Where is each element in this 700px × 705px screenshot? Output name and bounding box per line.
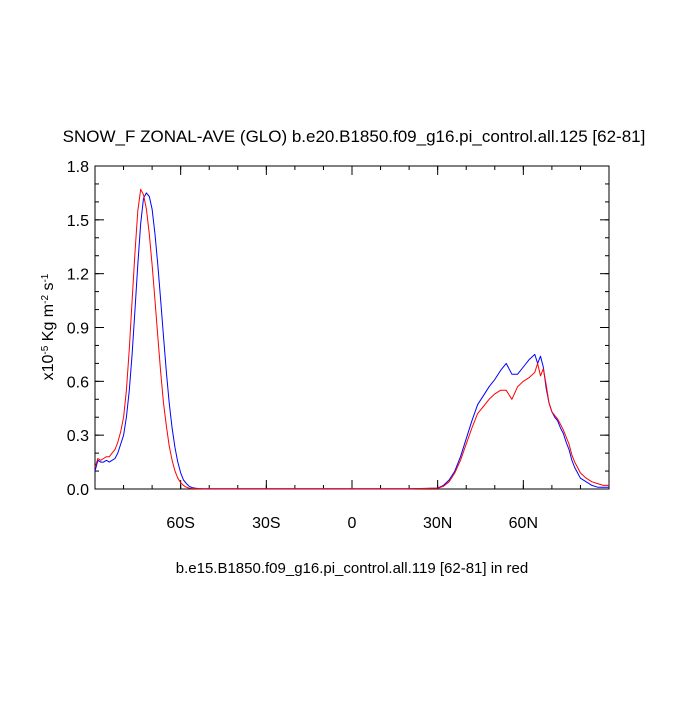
x-tick-label: 60S xyxy=(166,515,194,532)
y-tick-label: 0.9 xyxy=(67,321,89,338)
y-tick-label: 0.0 xyxy=(67,482,89,499)
y-tick-label: 0.3 xyxy=(67,428,89,445)
plot-frame xyxy=(94,165,610,490)
x-tick-label: 0 xyxy=(348,515,357,532)
y-tick-label: 1.5 xyxy=(67,213,89,230)
series-line-blue xyxy=(94,192,609,490)
x-tick-label: 60N xyxy=(509,515,538,532)
y-tick-label: 1.2 xyxy=(67,267,89,284)
chart-title: SNOW_F ZONAL-AVE (GLO) b.e20.B1850.f09_g… xyxy=(63,127,646,146)
x-tick-label: 30S xyxy=(252,515,280,532)
series-line-red xyxy=(94,188,609,490)
x-tick-label: 30N xyxy=(423,515,452,532)
y-tick-label: 1.8 xyxy=(67,159,89,176)
y-axis-label-text: x10-5 Kg m-2 s-1 xyxy=(40,273,58,380)
plot-area: 0.0 0.3 0.6 0.9 1.2 1.5 1.8 60S 30S 0 30N 60N xyxy=(67,159,610,532)
chart-footer-note: b.e15.B1850.f09_g16.pi_control.all.119 [… xyxy=(176,560,529,577)
y-tick-label: 0.6 xyxy=(67,374,89,391)
